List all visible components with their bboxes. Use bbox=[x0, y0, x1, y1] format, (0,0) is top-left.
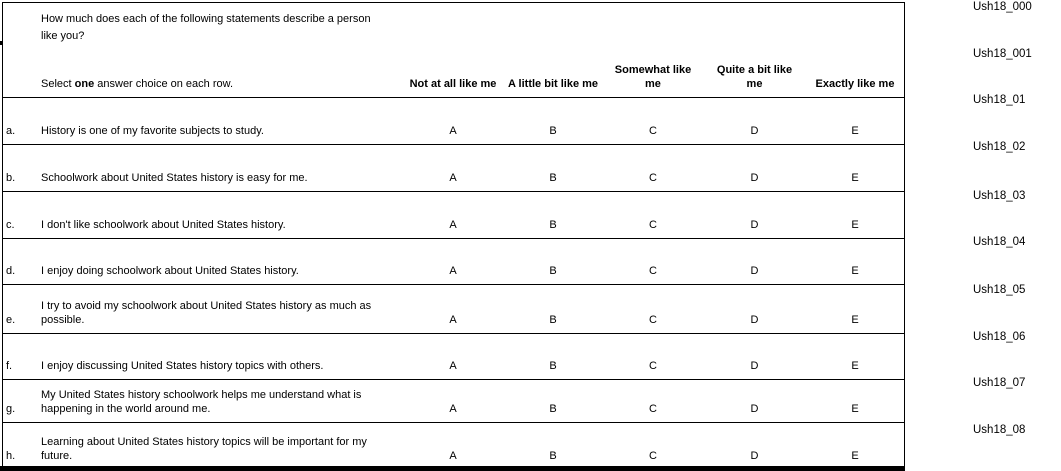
variable-label: Ush18_03 bbox=[973, 190, 1026, 202]
answer-option: A bbox=[449, 450, 457, 462]
answer-option: B bbox=[549, 450, 557, 462]
row-statement: I enjoy doing schoolwork about United St… bbox=[41, 265, 299, 277]
bottom-border-bar bbox=[0, 466, 905, 471]
answer-option: B bbox=[549, 360, 557, 372]
answer-option: C bbox=[649, 450, 657, 462]
variable-label: Ush18_001 bbox=[973, 48, 1032, 60]
instruction-bold-word: one bbox=[74, 78, 95, 90]
variable-label: Ush18_08 bbox=[973, 424, 1026, 436]
header-row: How much does each of the following stat… bbox=[3, 3, 904, 97]
answer-option: C bbox=[649, 172, 657, 184]
answer-option: A bbox=[449, 219, 457, 231]
question-text: How much does each of the following stat… bbox=[41, 13, 371, 42]
answer-option: C bbox=[649, 314, 657, 326]
table-row-h: h. Learning about United States history … bbox=[3, 422, 904, 469]
answer-option: A bbox=[449, 403, 457, 415]
left-tick-mark bbox=[0, 41, 3, 45]
answer-option: A bbox=[449, 172, 457, 184]
column-header-quite-a-bit-like-me: Quite a bit like me bbox=[716, 64, 793, 90]
answer-option: D bbox=[750, 314, 759, 326]
answer-option: D bbox=[750, 219, 759, 231]
variable-label: Ush18_01 bbox=[973, 94, 1026, 106]
row-statement: History is one of my favorite subjects t… bbox=[41, 125, 264, 137]
instruction-suffix: answer choice on each row. bbox=[94, 78, 234, 90]
answer-option: C bbox=[649, 403, 657, 415]
answer-option: A bbox=[449, 314, 457, 326]
row-statement: I try to avoid my schoolwork about Unite… bbox=[41, 300, 372, 326]
row-letter: f. bbox=[6, 360, 13, 372]
row-statement: I enjoy discussing United States history… bbox=[41, 360, 324, 372]
answer-option: D bbox=[750, 450, 759, 462]
answer-option: D bbox=[750, 265, 759, 277]
answer-option: B bbox=[549, 314, 557, 326]
table-row-d: d. I enjoy doing schoolwork about United… bbox=[3, 238, 904, 284]
answer-option: A bbox=[449, 125, 457, 137]
row-statement: Learning about United States history top… bbox=[41, 436, 367, 462]
row-letter: a. bbox=[6, 125, 16, 137]
answer-option: A bbox=[449, 360, 457, 372]
instruction-text: Select one answer choice on each row. bbox=[41, 77, 403, 91]
answer-option: D bbox=[750, 125, 759, 137]
answer-option: E bbox=[851, 403, 859, 415]
answer-option: B bbox=[549, 172, 557, 184]
instruction-prefix: Select bbox=[41, 78, 75, 90]
answer-option: B bbox=[549, 403, 557, 415]
row-letter: c. bbox=[6, 219, 15, 231]
column-header-a-little-bit-like-me: A little bit like me bbox=[507, 78, 599, 90]
column-header-not-at-all-like-me: Not at all like me bbox=[409, 78, 497, 90]
answer-option: D bbox=[750, 360, 759, 372]
variable-label: Ush18_06 bbox=[973, 331, 1026, 343]
header-letter-cell bbox=[3, 3, 39, 97]
answer-option: D bbox=[750, 403, 759, 415]
variable-label: Ush18_000 bbox=[973, 1, 1032, 13]
variable-label: Ush18_07 bbox=[973, 377, 1026, 389]
survey-table: How much does each of the following stat… bbox=[2, 2, 905, 470]
row-letter: d. bbox=[6, 265, 16, 277]
answer-option: D bbox=[750, 172, 759, 184]
answer-option: E bbox=[851, 360, 859, 372]
answer-option: C bbox=[649, 265, 657, 277]
answer-option: C bbox=[649, 360, 657, 372]
answer-option: A bbox=[449, 265, 457, 277]
table-row-c: c. I don't like schoolwork about United … bbox=[3, 191, 904, 238]
row-letter: h. bbox=[6, 450, 16, 462]
answer-option: B bbox=[549, 125, 557, 137]
answer-option: B bbox=[549, 265, 557, 277]
table-row-e: e. I try to avoid my schoolwork about Un… bbox=[3, 284, 904, 333]
row-statement: My United States history schoolwork help… bbox=[41, 389, 362, 415]
answer-option: E bbox=[851, 172, 859, 184]
answer-option: C bbox=[649, 125, 657, 137]
answer-option: E bbox=[851, 314, 859, 326]
table-row-a: a. History is one of my favorite subject… bbox=[3, 97, 904, 144]
table-row-f: f. I enjoy discussing United States hist… bbox=[3, 333, 904, 379]
header-main-cell: How much does each of the following stat… bbox=[39, 3, 403, 97]
table-row-b: b. Schoolwork about United States histor… bbox=[3, 144, 904, 191]
row-letter: b. bbox=[6, 172, 16, 184]
answer-option: E bbox=[851, 125, 859, 137]
answer-option: E bbox=[851, 450, 859, 462]
table-row-g: g. My United States history schoolwork h… bbox=[3, 379, 904, 422]
variable-label: Ush18_05 bbox=[973, 284, 1026, 296]
column-header-exactly-like-me: Exactly like me bbox=[815, 78, 895, 90]
answer-option: C bbox=[649, 219, 657, 231]
variable-label: Ush18_04 bbox=[973, 236, 1026, 248]
row-letter: e. bbox=[6, 314, 16, 326]
variable-label: Ush18_02 bbox=[973, 141, 1026, 153]
answer-option: E bbox=[851, 265, 859, 277]
answer-option: E bbox=[851, 219, 859, 231]
row-statement: Schoolwork about United States history i… bbox=[41, 172, 308, 184]
row-letter: g. bbox=[6, 403, 16, 415]
column-header-somewhat-like-me: Somewhat like me bbox=[614, 64, 692, 90]
answer-option: B bbox=[549, 219, 557, 231]
row-statement: I don't like schoolwork about United Sta… bbox=[41, 219, 286, 231]
